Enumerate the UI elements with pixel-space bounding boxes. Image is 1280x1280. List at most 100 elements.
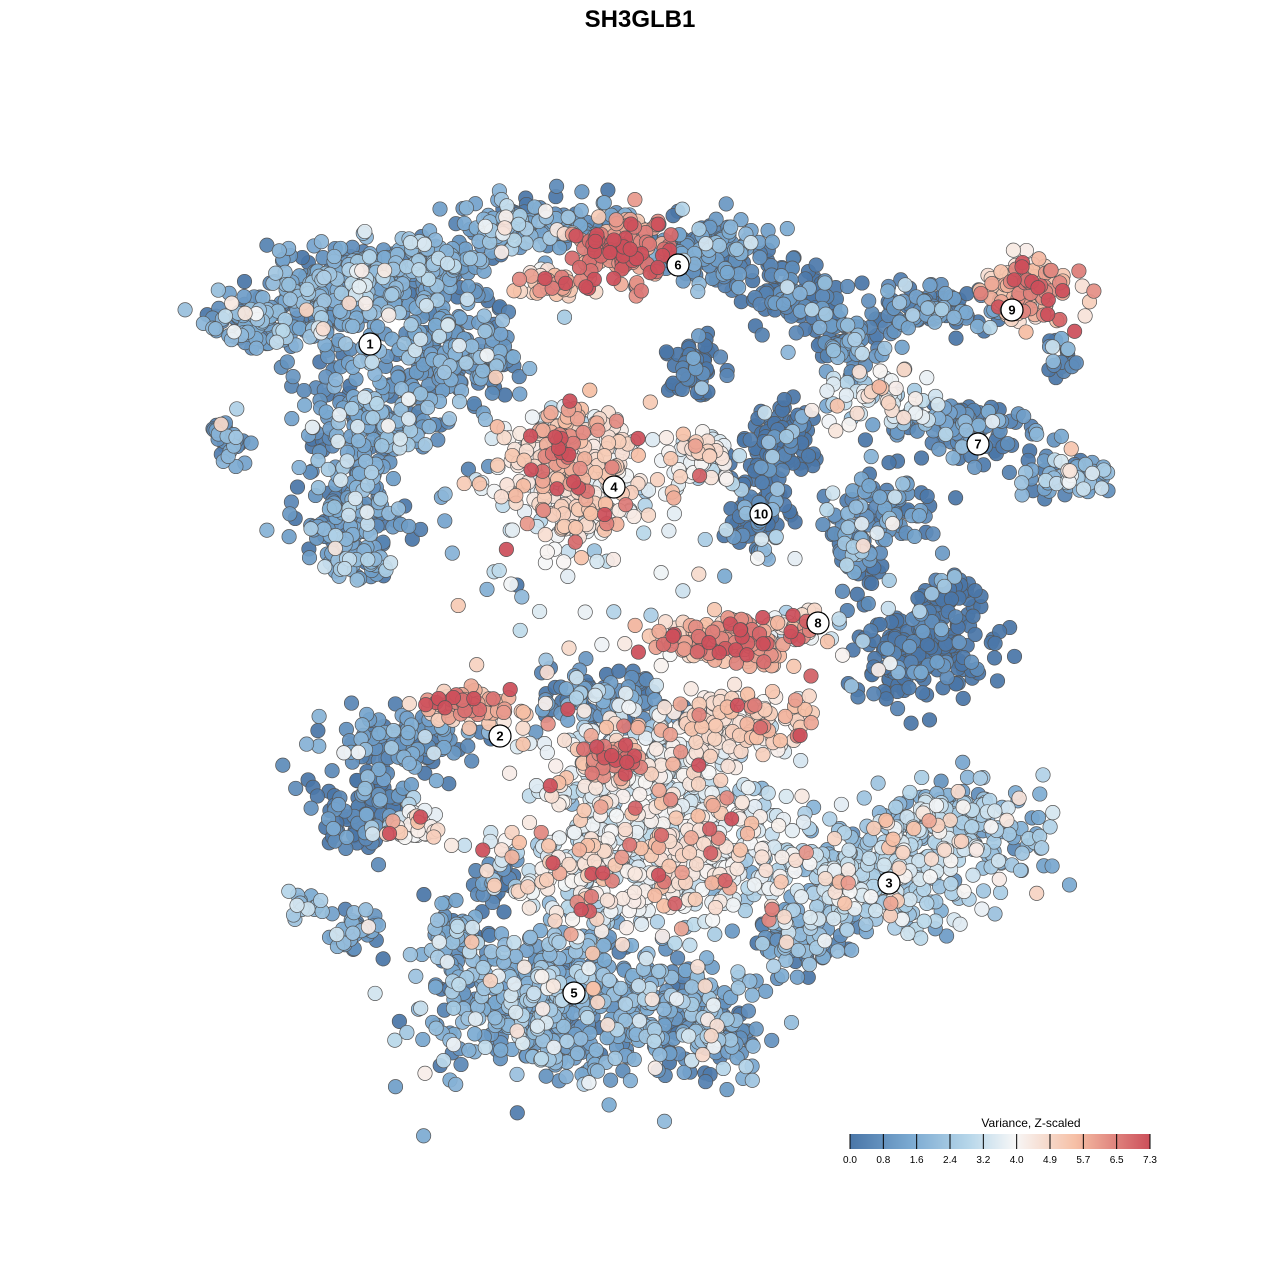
cell-point	[303, 800, 319, 816]
cell-point	[291, 459, 307, 476]
cell-point	[448, 1076, 464, 1092]
cell-point	[317, 559, 333, 575]
cell-point	[320, 461, 336, 477]
cell-point	[445, 1000, 462, 1016]
cell-point	[764, 449, 781, 465]
cell-point	[901, 680, 917, 696]
cell-point	[818, 306, 834, 322]
cell-point	[497, 387, 513, 403]
cell-point	[408, 968, 424, 984]
cell-point	[551, 934, 567, 950]
cell-point	[358, 807, 375, 823]
cell-point	[887, 489, 903, 505]
cell-point	[310, 480, 326, 496]
cell-point	[462, 250, 478, 267]
cell-point	[984, 414, 1001, 430]
cell-point	[259, 522, 275, 538]
cell-point	[880, 283, 896, 299]
cell-point	[656, 1113, 673, 1129]
cell-point	[453, 1056, 469, 1073]
cell-point	[910, 590, 926, 606]
cell-point	[766, 958, 782, 974]
cell-point	[460, 278, 476, 295]
cell-point	[437, 486, 453, 502]
cell-point	[860, 596, 876, 612]
cell-point	[778, 788, 794, 804]
cell-point	[440, 317, 456, 333]
cell-point	[768, 529, 784, 545]
cell-point	[387, 1079, 404, 1095]
cell-point	[456, 837, 473, 853]
cell-point	[281, 529, 297, 545]
cell-point	[959, 286, 975, 302]
cell-point	[986, 650, 1003, 666]
cell-point	[919, 488, 935, 504]
cell-point	[900, 925, 916, 942]
cell-point	[745, 1038, 761, 1054]
cell-point	[774, 462, 790, 478]
cell-point	[268, 265, 284, 281]
cell-point	[432, 201, 448, 217]
cell-point	[934, 545, 951, 561]
cell-point	[436, 1053, 452, 1069]
cell-point	[508, 1004, 524, 1020]
cell-point	[350, 433, 366, 449]
cell-point	[856, 790, 872, 806]
cell-point	[916, 913, 932, 929]
cell-point	[491, 562, 507, 579]
cell-point	[310, 723, 326, 739]
cell-point	[279, 354, 295, 370]
cell-point	[972, 770, 988, 786]
cell-point	[431, 934, 447, 950]
cell-point	[560, 568, 576, 584]
cell-point	[967, 583, 983, 599]
cell-point	[965, 608, 981, 624]
cell-point	[339, 829, 355, 845]
cell-point	[441, 411, 457, 427]
cell-point	[617, 996, 634, 1012]
cell-point	[758, 983, 774, 999]
cell-point	[509, 1105, 525, 1121]
cell-point	[460, 738, 476, 754]
cell-point	[1001, 826, 1017, 842]
cell-point	[370, 857, 387, 873]
cell-point	[744, 987, 760, 1003]
cell-point	[849, 586, 865, 602]
cell-point	[888, 799, 904, 815]
cell-point	[698, 236, 714, 252]
cell-point	[289, 479, 306, 495]
cell-point	[861, 850, 877, 866]
cell-point	[817, 933, 833, 949]
cell-point	[903, 715, 919, 731]
cell-point	[390, 501, 406, 517]
cell-point	[844, 942, 860, 958]
cell-point	[460, 461, 476, 477]
cell-point	[493, 1042, 509, 1058]
cell-point	[467, 1011, 484, 1027]
cell-point	[333, 472, 349, 488]
cell-point	[788, 325, 804, 341]
cell-point	[946, 309, 962, 325]
cell-point	[411, 262, 427, 278]
cell-point	[705, 997, 722, 1013]
cell-point	[1042, 819, 1058, 835]
cell-point	[1030, 809, 1047, 826]
cell-point	[876, 857, 892, 873]
cell-point	[718, 522, 734, 538]
cell-point	[669, 991, 685, 1007]
cell-point	[383, 555, 399, 571]
cell-point	[476, 308, 492, 324]
cell-point	[746, 877, 762, 893]
cell-point	[769, 481, 785, 497]
cell-point	[670, 950, 686, 966]
cell-point	[854, 346, 870, 362]
cell-point	[415, 1031, 431, 1048]
cell-point	[417, 729, 433, 745]
cell-point	[429, 912, 446, 928]
cell-point	[779, 279, 795, 295]
cell-point	[600, 182, 616, 198]
cell-point	[484, 385, 500, 401]
cell-point	[324, 763, 340, 779]
cell-point	[913, 450, 930, 466]
